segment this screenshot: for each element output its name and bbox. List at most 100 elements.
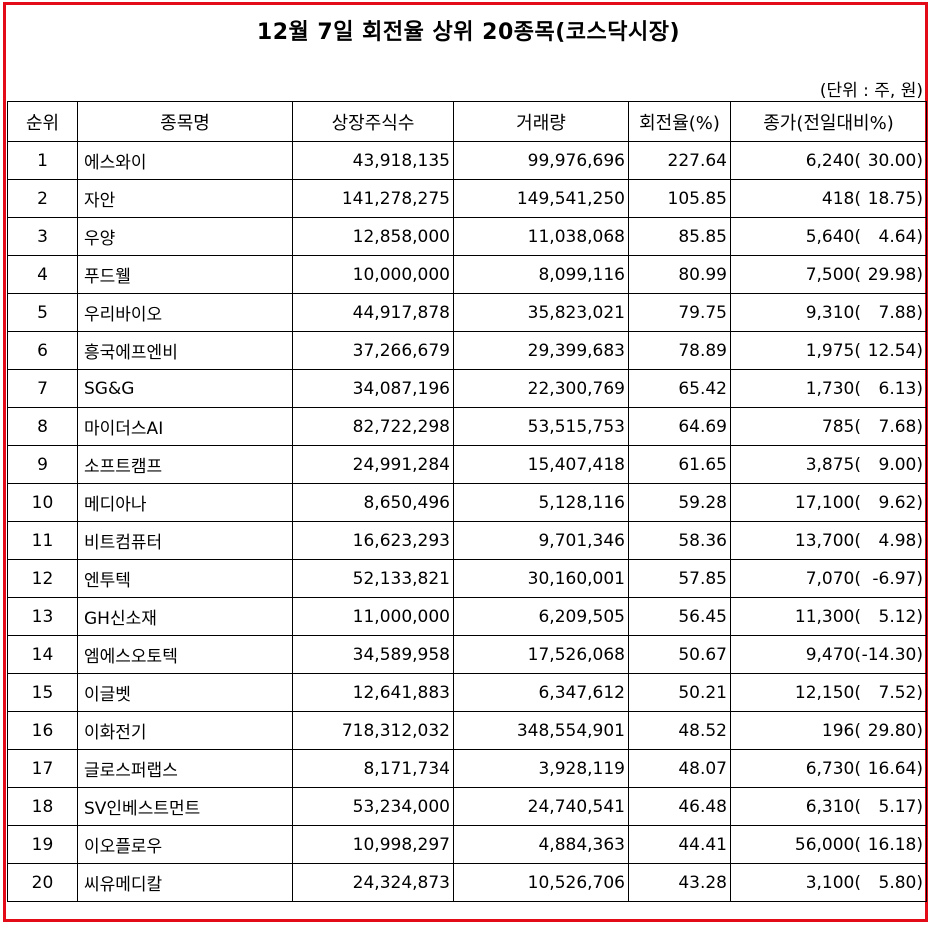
listed-shares-cell: 12,858,000 bbox=[292, 217, 454, 256]
listed-shares-cell: 24,991,284 bbox=[292, 445, 454, 484]
listed-shares-cell: 10,000,000 bbox=[292, 255, 454, 294]
listed-shares-cell: 34,087,196 bbox=[292, 369, 454, 408]
change-percent: 30.00) bbox=[867, 150, 923, 171]
listed-shares-cell: 53,234,000 bbox=[292, 787, 454, 826]
close-price-cell: 3,875(9.00) bbox=[730, 445, 927, 484]
volume-cell: 10,526,706 bbox=[453, 863, 629, 902]
change-percent: 7.52) bbox=[878, 682, 923, 703]
table-row: 1 에스와이 43,918,135 99,976,696 227.64 6,240(30.… bbox=[7, 141, 927, 180]
close-price-cell: 418(18.75) bbox=[730, 179, 927, 218]
stock-name-cell: 이화전기 bbox=[77, 711, 293, 750]
volume-cell: 53,515,753 bbox=[453, 407, 629, 446]
header-rank: 순위 bbox=[7, 101, 78, 142]
close-price-cell: 5,640(4.64) bbox=[730, 217, 927, 256]
listed-shares-cell: 10,998,297 bbox=[292, 825, 454, 864]
close-price-cell: 7,500(29.98) bbox=[730, 255, 927, 294]
volume-cell: 99,976,696 bbox=[453, 141, 629, 180]
volume-cell: 8,099,116 bbox=[453, 255, 629, 294]
stock-name-cell: GH신소재 bbox=[77, 597, 293, 636]
close-price: 785( bbox=[821, 416, 861, 437]
stock-name-cell: 우양 bbox=[77, 217, 293, 256]
table-row: 3 우양 12,858,000 11,038,068 85.85 5,640(4.64) bbox=[7, 217, 927, 256]
turnover-cell: 61.65 bbox=[628, 445, 731, 484]
close-price: 6,310( bbox=[805, 796, 861, 817]
listed-shares-cell: 8,171,734 bbox=[292, 749, 454, 788]
close-price-cell: 12,150( 7.52) bbox=[730, 673, 927, 712]
rank-cell: 5 bbox=[7, 293, 78, 332]
turnover-cell: 50.67 bbox=[628, 635, 731, 674]
close-price: 9,470( bbox=[805, 644, 861, 665]
close-price: 7,500( bbox=[805, 264, 861, 285]
volume-cell: 11,038,068 bbox=[453, 217, 629, 256]
turnover-cell: 105.85 bbox=[628, 179, 731, 218]
change-percent: 7.68) bbox=[878, 416, 923, 437]
page-title: 12월 7일 회전율 상위 20종목(코스닥시장) bbox=[256, 20, 681, 45]
rank-cell: 9 bbox=[7, 445, 78, 484]
change-percent: 4.64) bbox=[878, 226, 923, 247]
turnover-cell: 46.48 bbox=[628, 787, 731, 826]
change-percent: 18.75) bbox=[867, 188, 923, 209]
table-row: 10 메디아나 8,650,496 5,128,116 59.28 17,100(9.62… bbox=[7, 483, 927, 522]
stock-name-cell: 소프트캠프 bbox=[77, 445, 293, 484]
close-price: 13,700( bbox=[794, 530, 861, 551]
volume-cell: 17,526,068 bbox=[453, 635, 629, 674]
turnover-cell: 57.85 bbox=[628, 559, 731, 598]
table-row: 20 씨유메디칼 24,324,873 10,526,706 43.28 3,100(5.… bbox=[7, 863, 927, 902]
rank-cell: 8 bbox=[7, 407, 78, 446]
table-row: 17 글로스퍼랩스 8,171,734 3,928,119 48.07 6,730(16.… bbox=[7, 749, 927, 788]
rank-cell: 11 bbox=[7, 521, 78, 560]
listed-shares-cell: 82,722,298 bbox=[292, 407, 454, 446]
volume-cell: 3,928,119 bbox=[453, 749, 629, 788]
stock-name-cell: SG&G bbox=[77, 369, 293, 408]
change-percent: 5.12) bbox=[878, 606, 923, 627]
table-row: 19 이오플로우 10,998,297 4,884,363 44.41 56,000(16… bbox=[7, 825, 927, 864]
volume-cell: 6,209,505 bbox=[453, 597, 629, 636]
close-price-cell: 9,310(7.88) bbox=[730, 293, 927, 332]
close-price: 17,100( bbox=[794, 492, 861, 513]
close-price-cell: 56,000(16.18) bbox=[730, 825, 927, 864]
table-header-row: 순위 종목명 상장주식수 거래량 회전율(%) 종가(전일대비%) bbox=[7, 101, 927, 142]
volume-cell: 15,407,418 bbox=[453, 445, 629, 484]
table-row: 11 비트컴퓨터 16,623,293 9,701,346 58.36 13,700(4.… bbox=[7, 521, 927, 560]
turnover-cell: 48.07 bbox=[628, 749, 731, 788]
header-listed-shares: 상장주식수 bbox=[292, 101, 454, 142]
table-row: 15 이글벳 12,641,883 6,347,612 50.21 12,150(7.52… bbox=[7, 673, 927, 712]
listed-shares-cell: 12,641,883 bbox=[292, 673, 454, 712]
stock-name-cell: 푸드웰 bbox=[77, 255, 293, 294]
close-price-cell: 6,310(5.17) bbox=[730, 787, 927, 826]
rank-cell: 2 bbox=[7, 179, 78, 218]
volume-cell: 35,823,021 bbox=[453, 293, 629, 332]
change-percent: -6.97) bbox=[872, 568, 923, 589]
table-body: 1 에스와이 43,918,135 99,976,696 227.64 6,240(30.… bbox=[7, 141, 927, 902]
header-turnover: 회전율(%) bbox=[628, 101, 731, 142]
turnover-cell: 64.69 bbox=[628, 407, 731, 446]
stock-name-cell: 메디아나 bbox=[77, 483, 293, 522]
turnover-cell: 85.85 bbox=[628, 217, 731, 256]
table-row: 8 마이더스AI 82,722,298 53,515,753 64.69 785( 7.68… bbox=[7, 407, 927, 446]
close-price: 12,150( bbox=[794, 682, 861, 703]
turnover-cell: 78.89 bbox=[628, 331, 731, 370]
table-row: 16 이화전기 718,312,032 348,554,901 48.52 196(29.… bbox=[7, 711, 927, 750]
rank-cell: 1 bbox=[7, 141, 78, 180]
stock-name-cell: 우리바이오 bbox=[77, 293, 293, 332]
change-percent: 9.62) bbox=[878, 492, 923, 513]
volume-cell: 149,541,250 bbox=[453, 179, 629, 218]
table-row: 9 소프트캠프 24,991,284 15,407,418 61.65 3,875(9.0… bbox=[7, 445, 927, 484]
table-row: 12 엔투텍 52,133,821 30,160,001 57.85 7,070(-6.9… bbox=[7, 559, 927, 598]
listed-shares-cell: 16,623,293 bbox=[292, 521, 454, 560]
volume-cell: 4,884,363 bbox=[453, 825, 629, 864]
change-percent: 9.00) bbox=[878, 454, 923, 475]
close-price-cell: 1,975(12.54) bbox=[730, 331, 927, 370]
turnover-cell: 58.36 bbox=[628, 521, 731, 560]
close-price: 3,100( bbox=[805, 872, 861, 893]
change-percent: 16.64) bbox=[867, 758, 923, 779]
table-row: 5 우리바이오 44,917,878 35,823,021 79.75 9,310(7.8… bbox=[7, 293, 927, 332]
listed-shares-cell: 44,917,878 bbox=[292, 293, 454, 332]
listed-shares-cell: 141,278,275 bbox=[292, 179, 454, 218]
change-percent: -14.30) bbox=[861, 644, 923, 665]
close-price-cell: 9,470(-14.30) bbox=[730, 635, 927, 674]
listed-shares-cell: 24,324,873 bbox=[292, 863, 454, 902]
stock-name-cell: 비트컴퓨터 bbox=[77, 521, 293, 560]
stock-name-cell: 마이더스AI bbox=[77, 407, 293, 446]
change-percent: 29.80) bbox=[867, 720, 923, 741]
